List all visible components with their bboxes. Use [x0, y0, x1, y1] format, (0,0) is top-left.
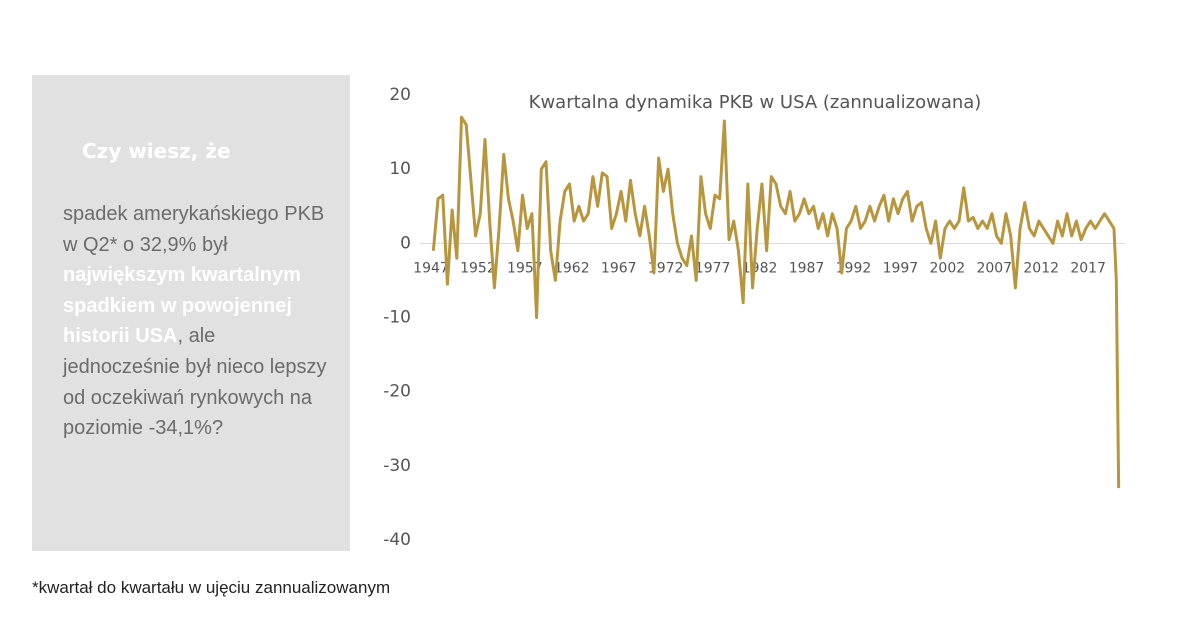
chart-title: Kwartalna dynamika PKB w USA (zannualizo…	[529, 92, 982, 113]
panel-heading: Czy wiesz, że	[82, 139, 231, 163]
y-tick-label: 20	[389, 85, 411, 105]
x-tick-label: 1947	[413, 260, 449, 276]
x-tick-label: 1997	[883, 260, 919, 276]
bold-text: największym kwartalnym spadkiem w powoje…	[63, 264, 301, 348]
y-tick-label: 10	[389, 159, 411, 179]
x-tick-label: 1992	[836, 260, 872, 276]
footnote: *kwartał do kwartału w ujęciu zannualizo…	[32, 578, 391, 597]
y-tick-label: -40	[383, 530, 411, 550]
text: spadek amerykańskiego PKB w Q2* o 32,9% …	[63, 203, 325, 256]
x-tick-label: 1952	[460, 260, 496, 276]
x-tick-label: 1982	[742, 260, 778, 276]
info-panel: Czy wiesz, że spadek amerykańskiego PKB …	[32, 75, 350, 551]
panel-text: spadek amerykańskiego PKB w Q2* o 32,9% …	[63, 199, 333, 444]
x-tick-label: 1962	[554, 260, 590, 276]
x-tick-label: 1972	[648, 260, 684, 276]
x-tick-label: 2017	[1070, 260, 1106, 276]
y-tick-label: -30	[383, 456, 411, 476]
y-tick-label: -20	[383, 382, 411, 402]
data-line	[431, 115, 1121, 489]
y-tick-label: -10	[383, 308, 411, 328]
x-tick-label: 2007	[976, 260, 1012, 276]
y-tick-label: 0	[400, 233, 411, 253]
x-tick-label: 1967	[601, 260, 637, 276]
x-tick-label: 1977	[695, 260, 731, 276]
x-tick-label: 1987	[789, 260, 825, 276]
x-tick-label: 2002	[930, 260, 966, 276]
text: , ale jednocześnie był nieco lepszy od o…	[63, 325, 327, 440]
x-tick-label: 2012	[1023, 260, 1059, 276]
